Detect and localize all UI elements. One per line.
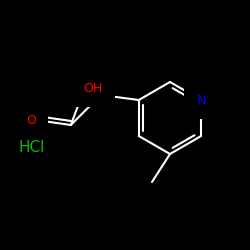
Text: HCl: HCl: [19, 140, 45, 156]
Text: OH: OH: [83, 82, 102, 94]
Text: N: N: [196, 94, 206, 106]
Text: O: O: [26, 114, 36, 126]
